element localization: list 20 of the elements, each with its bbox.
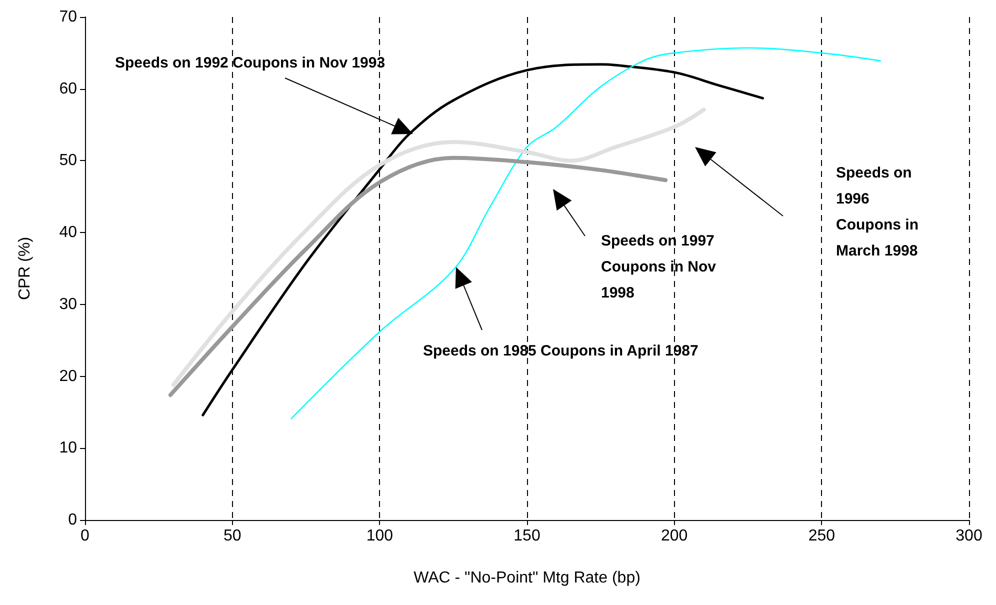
y-tick-label: 10 [59,440,78,457]
y-tick-label: 50 [59,152,78,170]
annotation: Speeds on 1992 Coupons in Nov 1993 [115,54,386,72]
x-tick-label: 150 [514,528,540,544]
x-tick-label: 200 [660,528,688,544]
x-tick-label: 250 [808,528,836,544]
y-tick-label: 20 [59,368,78,385]
annotation: Speeds on 1985 Coupons in April 1987 [423,342,698,360]
x-tick-label: 0 [80,528,90,544]
y-tick-label: 0 [68,512,78,528]
x-tick-label: 50 [223,528,242,544]
y-axis-title: CPR (%) [16,236,34,300]
y-tick-label: 40 [59,224,78,242]
y-tick-label: 30 [59,296,78,313]
y-tick-label: 70 [59,8,78,26]
x-tick-label: 300 [956,528,982,544]
y-tick-label: 60 [59,80,78,98]
x-tick-label: 100 [366,528,394,544]
x-axis-title: WAC - "No-Point" Mtg Rate (bp) [414,570,640,586]
annotation: Speeds on 1996 Coupons in March 1998 [836,164,923,260]
